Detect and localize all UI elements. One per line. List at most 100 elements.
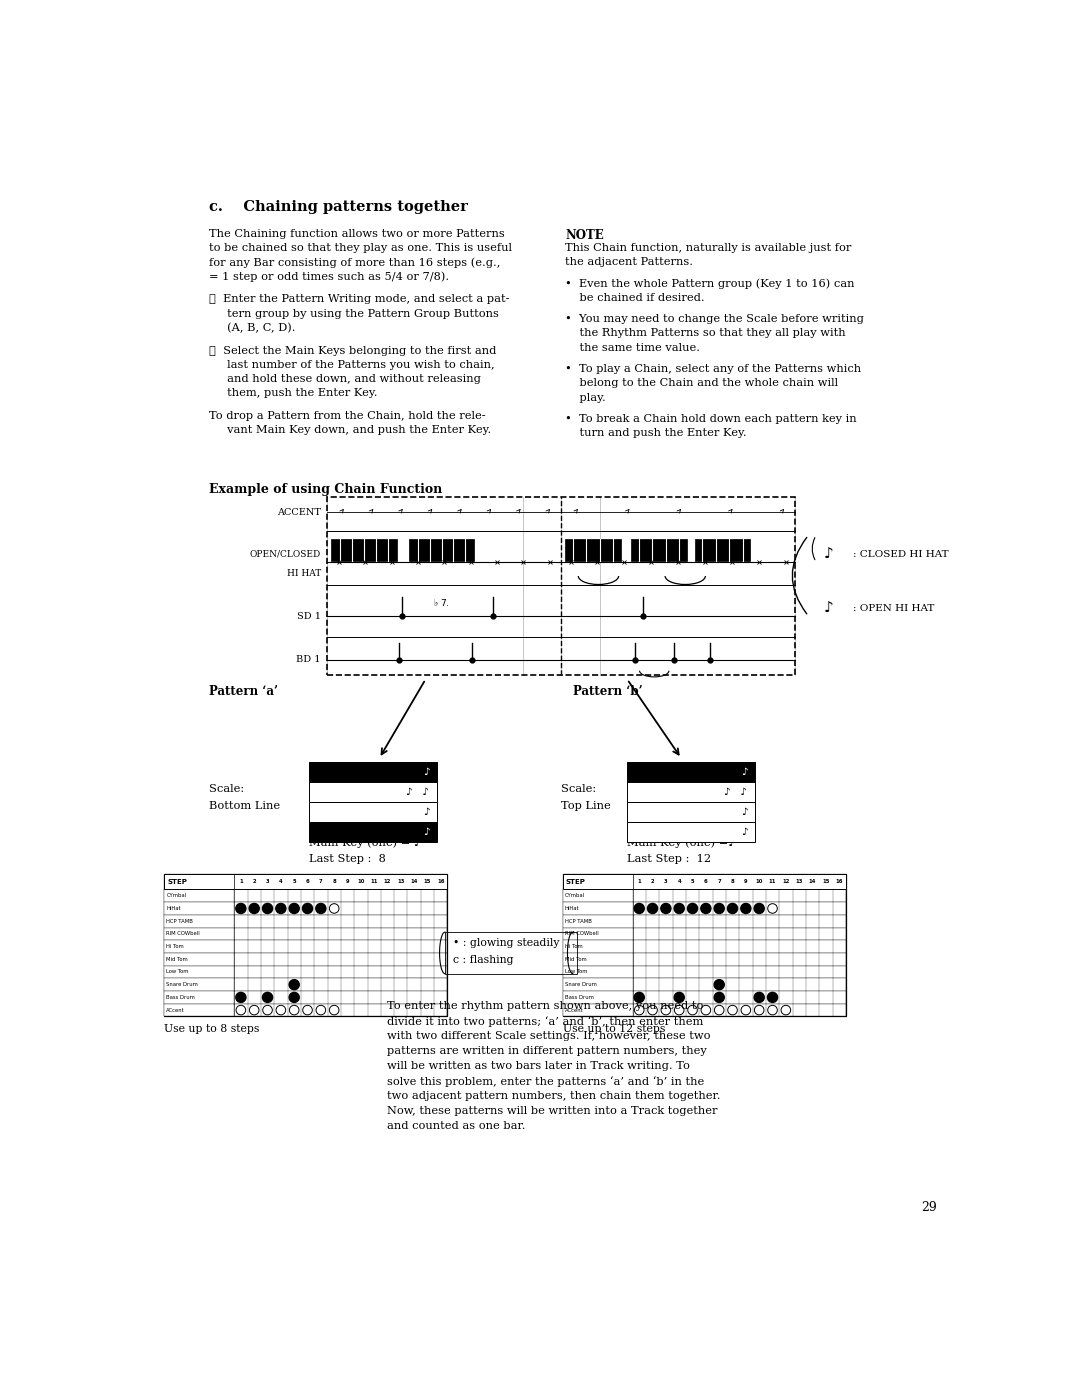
Text: and counted as one bar.: and counted as one bar. bbox=[387, 1121, 525, 1132]
Text: Last Step :  8: Last Step : 8 bbox=[309, 854, 387, 864]
Text: belong to the Chain and the whole chain will: belong to the Chain and the whole chain … bbox=[565, 378, 838, 388]
Text: HiHat: HiHat bbox=[166, 905, 181, 911]
Text: 14: 14 bbox=[809, 879, 816, 885]
Circle shape bbox=[714, 904, 725, 914]
Bar bbox=[563, 991, 846, 1003]
Circle shape bbox=[289, 904, 299, 914]
Text: 3: 3 bbox=[664, 879, 667, 885]
Text: Main Key (one) = ♪: Main Key (one) = ♪ bbox=[309, 838, 421, 847]
Text: 3: 3 bbox=[266, 879, 269, 885]
Bar bbox=[627, 762, 755, 782]
Bar bbox=[563, 927, 846, 940]
Circle shape bbox=[674, 904, 685, 914]
Circle shape bbox=[688, 904, 698, 914]
Text: ACcent: ACcent bbox=[166, 1007, 185, 1013]
Text: 1: 1 bbox=[239, 879, 243, 885]
Text: 9: 9 bbox=[744, 879, 747, 885]
Text: divide it into two patterns; ‘a’ and ‘b’, then enter them: divide it into two patterns; ‘a’ and ‘b’… bbox=[387, 1016, 703, 1027]
Text: Hi Tom: Hi Tom bbox=[565, 944, 582, 949]
Text: Pattern ‘a’: Pattern ‘a’ bbox=[208, 684, 278, 697]
Bar bbox=[408, 540, 474, 560]
Circle shape bbox=[634, 992, 645, 1002]
Text: patterns are written in different pattern numbers, they: patterns are written in different patter… bbox=[387, 1046, 706, 1056]
Bar bbox=[164, 927, 447, 940]
Text: To enter the rhythm pattern shown above, you need to: To enter the rhythm pattern shown above,… bbox=[387, 1000, 703, 1012]
Text: 4: 4 bbox=[677, 879, 681, 885]
Circle shape bbox=[701, 904, 711, 914]
Bar bbox=[309, 802, 437, 822]
Bar bbox=[631, 540, 687, 560]
Circle shape bbox=[741, 904, 751, 914]
Text: •  To play a Chain, select any of the Patterns which: • To play a Chain, select any of the Pat… bbox=[565, 364, 861, 374]
Text: Scale:: Scale: bbox=[208, 784, 244, 793]
Text: ♪: ♪ bbox=[423, 767, 430, 777]
Text: ♪   ♪: ♪ ♪ bbox=[725, 788, 747, 798]
Text: Example of using Chain Function: Example of using Chain Function bbox=[208, 483, 442, 495]
Bar bbox=[445, 932, 577, 974]
Bar bbox=[164, 874, 447, 1017]
Text: will be written as two bars later in Track writing. To: will be written as two bars later in Tra… bbox=[387, 1061, 690, 1071]
Bar bbox=[164, 903, 447, 915]
Circle shape bbox=[289, 992, 299, 1002]
Text: 6: 6 bbox=[306, 879, 309, 885]
Text: ♪   ♪: ♪ ♪ bbox=[406, 788, 430, 798]
Text: 13: 13 bbox=[397, 879, 405, 885]
Circle shape bbox=[754, 904, 765, 914]
Bar bbox=[164, 940, 447, 954]
Text: HCP TAMB: HCP TAMB bbox=[166, 919, 193, 923]
Bar bbox=[627, 822, 755, 842]
Text: 2: 2 bbox=[253, 879, 256, 885]
Text: ACCENT: ACCENT bbox=[276, 508, 321, 516]
Text: the same time value.: the same time value. bbox=[565, 342, 700, 353]
Circle shape bbox=[728, 904, 738, 914]
Text: 6: 6 bbox=[704, 879, 707, 885]
Text: Main Key (one) =♪: Main Key (one) =♪ bbox=[627, 838, 735, 847]
Text: 15: 15 bbox=[423, 879, 431, 885]
Text: 29: 29 bbox=[921, 1202, 937, 1214]
Circle shape bbox=[648, 904, 658, 914]
Text: solve this problem, enter the patterns ‘a’ and ‘b’ in the: solve this problem, enter the patterns ‘… bbox=[387, 1076, 704, 1087]
Text: Use up to 8 steps: Use up to 8 steps bbox=[164, 1024, 260, 1034]
Circle shape bbox=[235, 904, 246, 914]
Text: : CLOSED HI HAT: : CLOSED HI HAT bbox=[852, 551, 948, 559]
Text: Bass Drum: Bass Drum bbox=[565, 995, 594, 1000]
Text: c : flashing: c : flashing bbox=[453, 955, 513, 965]
Bar bbox=[332, 540, 397, 560]
Text: 4: 4 bbox=[279, 879, 283, 885]
Text: CYmbal: CYmbal bbox=[166, 893, 187, 898]
Bar bbox=[563, 978, 846, 991]
Text: 8: 8 bbox=[333, 879, 336, 885]
Bar bbox=[164, 991, 447, 1003]
Text: Use up to 12 steps: Use up to 12 steps bbox=[563, 1024, 665, 1034]
Text: Hi Tom: Hi Tom bbox=[166, 944, 184, 949]
Text: and hold these down, and without releasing: and hold these down, and without releasi… bbox=[208, 374, 481, 384]
Circle shape bbox=[249, 904, 259, 914]
Circle shape bbox=[289, 980, 299, 989]
Circle shape bbox=[674, 992, 685, 1002]
Text: Snare Drum: Snare Drum bbox=[565, 983, 596, 987]
Bar bbox=[563, 940, 846, 954]
Circle shape bbox=[661, 904, 671, 914]
Bar bbox=[164, 966, 447, 978]
Text: ♪: ♪ bbox=[423, 828, 430, 838]
Bar bbox=[563, 874, 846, 889]
Text: 13: 13 bbox=[796, 879, 802, 885]
Text: 10: 10 bbox=[756, 879, 762, 885]
Bar bbox=[309, 822, 437, 842]
Text: the adjacent Patterns.: the adjacent Patterns. bbox=[565, 257, 693, 268]
Text: • : glowing steadily: • : glowing steadily bbox=[453, 938, 559, 948]
Bar bbox=[164, 978, 447, 991]
Text: the Rhythm Patterns so that they all play with: the Rhythm Patterns so that they all pla… bbox=[565, 328, 846, 338]
Text: 11: 11 bbox=[370, 879, 378, 885]
Bar bbox=[164, 1003, 447, 1017]
Text: Low Tom: Low Tom bbox=[166, 970, 189, 974]
Text: RIM COWbell: RIM COWbell bbox=[166, 932, 200, 937]
Circle shape bbox=[315, 904, 326, 914]
Bar bbox=[627, 802, 755, 822]
Text: (A, B, C, D).: (A, B, C, D). bbox=[208, 323, 295, 333]
Text: 9: 9 bbox=[346, 879, 349, 885]
Text: 2: 2 bbox=[651, 879, 654, 885]
Text: play.: play. bbox=[565, 392, 606, 403]
Text: RIM COWbell: RIM COWbell bbox=[565, 932, 598, 937]
Text: CYmbal: CYmbal bbox=[565, 893, 585, 898]
